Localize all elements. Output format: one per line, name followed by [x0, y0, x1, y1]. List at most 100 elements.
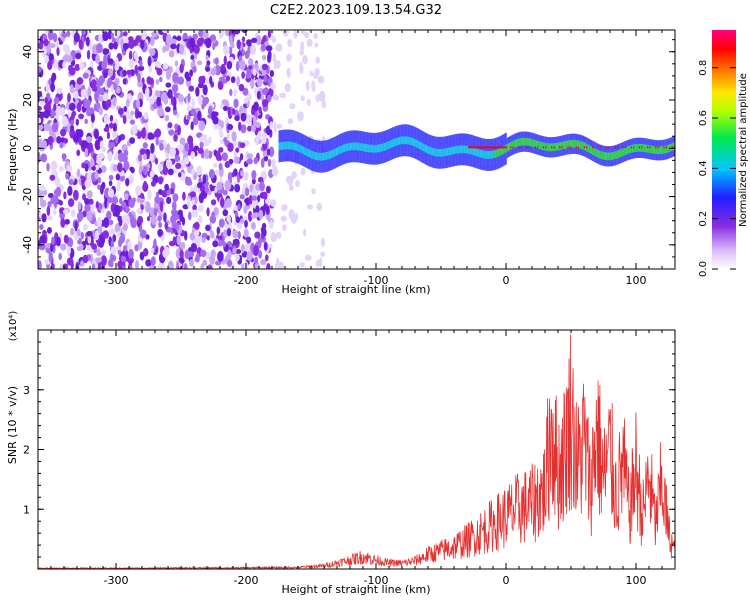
noise-blob [103, 217, 110, 229]
noise-blob [247, 125, 252, 132]
signal-core [327, 151, 329, 160]
noise-blob [311, 188, 316, 195]
noise-blob [178, 172, 182, 178]
noise-blob [140, 204, 144, 210]
noise-blob [276, 123, 283, 129]
signal-peak [606, 146, 608, 149]
noise-blob [70, 119, 75, 126]
noise-blob [227, 172, 233, 182]
signal-core [352, 142, 354, 151]
noise-blob [91, 263, 96, 269]
noise-blob [178, 43, 185, 55]
noise-blob [153, 207, 158, 218]
noise-blob [76, 168, 81, 178]
noise-blob [235, 61, 240, 72]
signal-peak [614, 146, 616, 149]
noise-blob [177, 144, 184, 152]
signal-peak [616, 146, 618, 149]
signal-core [322, 152, 325, 161]
signal-core [383, 142, 386, 151]
noise-blob [40, 46, 48, 56]
noise-blob [114, 77, 120, 85]
signal-core [631, 144, 634, 153]
signal-core [464, 145, 466, 154]
signal-core [292, 142, 294, 150]
noise-blob [61, 116, 69, 127]
noise-blob [55, 186, 62, 198]
noise-blob [287, 118, 294, 125]
signal-core [524, 137, 526, 146]
noise-blob [63, 234, 69, 244]
signal-core [335, 147, 338, 156]
noise-blob [107, 196, 113, 204]
signal-peak [473, 146, 476, 149]
signal-peak [489, 146, 491, 149]
noise-blob [212, 42, 216, 51]
noise-blob [167, 122, 173, 129]
noise-blob [76, 149, 81, 157]
signal-core [363, 143, 366, 152]
noise-blob [118, 152, 125, 163]
noise-blob [260, 43, 267, 52]
noise-blob [297, 111, 304, 122]
signal-core [338, 146, 340, 155]
noise-blob [158, 262, 163, 269]
noise-blob [100, 165, 107, 174]
noise-blob [299, 61, 303, 72]
noise-blob [226, 215, 231, 223]
noise-blob [112, 122, 117, 133]
signal-core [541, 142, 544, 150]
signal-core [512, 140, 514, 149]
noise-blob [174, 155, 181, 162]
signal-core [643, 144, 645, 153]
signal-peak [600, 146, 602, 149]
noise-blob [261, 191, 268, 200]
noise-blob [165, 44, 170, 52]
noise-blob [38, 185, 46, 192]
signal-core [303, 146, 305, 155]
noise-blob [229, 88, 233, 97]
signal-core [596, 149, 599, 158]
noise-blob [163, 212, 167, 223]
noise-blob [142, 153, 147, 161]
noise-blob [122, 245, 128, 252]
signal-core [537, 140, 539, 149]
noise-blob [115, 57, 119, 67]
signal-peak [526, 146, 528, 149]
noise-blob [114, 208, 120, 218]
signal-core [625, 146, 628, 155]
noise-blob [223, 105, 229, 112]
signal-core [588, 144, 590, 153]
noise-blob [255, 136, 259, 145]
signal-core [635, 144, 637, 152]
noise-blob [172, 236, 176, 244]
noise-blob [69, 67, 76, 76]
noise-blob [254, 256, 259, 264]
noise-blob [269, 69, 275, 77]
noise-blob [136, 197, 143, 203]
noise-blob [145, 234, 150, 240]
snr-series-line [38, 334, 675, 569]
noise-blob [51, 263, 55, 269]
noise-blob [280, 215, 287, 222]
signal-core [504, 145, 506, 154]
signal-core [556, 142, 559, 151]
noise-blob [205, 55, 209, 61]
signal-core [353, 142, 355, 151]
noise-blob [156, 67, 163, 76]
noise-blob [206, 60, 211, 66]
noise-blob [88, 198, 94, 206]
signal-core [601, 151, 603, 160]
noise-blob [206, 234, 210, 241]
snr-marks [38, 334, 675, 569]
noise-blob [113, 41, 118, 50]
noise-blob [167, 260, 174, 269]
noise-blob [102, 92, 109, 102]
noise-blob [48, 251, 53, 263]
signal-core [333, 149, 335, 157]
signal-core [421, 142, 423, 151]
noise-blob [82, 193, 87, 201]
noise-blob [135, 185, 142, 196]
noise-blob [262, 150, 268, 157]
noise-blob [135, 259, 140, 269]
